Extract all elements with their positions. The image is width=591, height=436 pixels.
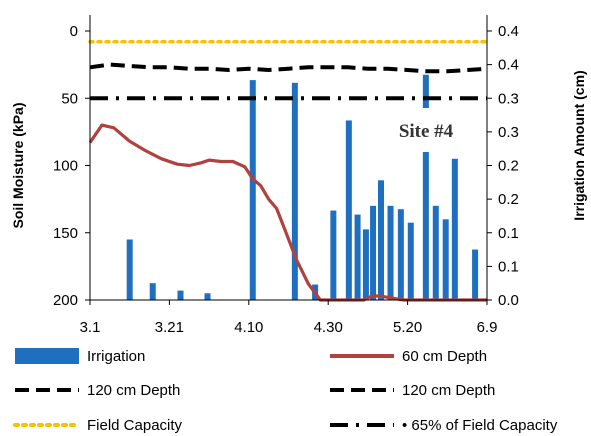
legend-entry: Field Capacity (13, 417, 183, 434)
irrigation-bar (451, 158, 458, 300)
irrigation-bar (330, 210, 337, 300)
x-tick-label: 3.21 (155, 319, 184, 336)
right-tick-label: 0.0 (498, 292, 519, 309)
x-tick-label: 3.1 (80, 319, 101, 336)
irrigation-bar (177, 290, 184, 300)
irrigation-bar (407, 222, 414, 300)
irrigation-bar (362, 229, 369, 300)
irrigation-bar (345, 120, 352, 300)
legend-label: 60 cm Depth (402, 348, 487, 365)
irrigation-bar (149, 283, 156, 300)
site-label: Site #4 (399, 121, 454, 142)
right-tick-label: 0.4 (498, 23, 519, 40)
axes: 0 50 100 150 200 0.0 0.1 0.1 0.2 0.2 0.3 0.3 0.4 0.4 3… (10, 15, 587, 336)
irrigation-bar (291, 82, 298, 300)
left-tick-label: 200 (53, 292, 78, 309)
irrigation-bar (378, 180, 385, 300)
left-axis-title: Soil Moisture (kPa) (10, 102, 26, 228)
legend-label: 120 cm Depth (87, 382, 180, 399)
right-tick-label: 0.3 (498, 124, 519, 141)
right-tick-label: 0.4 (498, 57, 519, 74)
legend-label: Field Capacity (87, 417, 183, 434)
x-tick-label: 5.20 (393, 319, 422, 336)
x-tick-label: 4.10 (234, 319, 263, 336)
left-tick-label: 50 (61, 90, 78, 107)
right-tick-label: 0.2 (498, 158, 519, 175)
irrigation-bar (370, 205, 377, 300)
series-line-1 (89, 62, 488, 74)
legend-swatch-bar (15, 348, 79, 364)
right-tick-label: 0.1 (498, 258, 519, 275)
irrigation-bar (432, 205, 439, 300)
legend-entry: 120 cm Depth (15, 382, 180, 399)
irrigation-bar (422, 74, 429, 301)
legend-entry: 120 cm Depth (330, 382, 495, 399)
irrigation-bar (397, 209, 404, 300)
legend-label: Irrigation (87, 348, 145, 365)
left-tick-label: 150 (53, 225, 78, 242)
x-tick-label: 4.30 (314, 319, 343, 336)
irrigation-bar (354, 214, 361, 300)
irrigation-bar (204, 293, 211, 300)
right-tick-label: 0.2 (498, 191, 519, 208)
legend-entry: • 65% of Field Capacity (330, 417, 558, 434)
irrigation-bar (442, 219, 449, 300)
irrigation-bar (472, 249, 479, 300)
irrigation-bar (249, 80, 256, 300)
site-label-box (367, 108, 485, 152)
legend-label: 120 cm Depth (402, 382, 495, 399)
x-tick-label: 6.9 (477, 319, 498, 336)
legend-entry: Irrigation (15, 348, 145, 365)
left-tick-label: 100 (53, 158, 78, 175)
left-tick-label: 0 (70, 23, 78, 40)
irrigation-bar (387, 205, 394, 300)
irrigation-bar (126, 239, 133, 300)
right-tick-label: 0.3 (498, 90, 519, 107)
legend: Irrigation 60 cm Depth 120 cm Depth 120 cm … (13, 348, 558, 434)
right-tick-label: 0.1 (498, 225, 519, 242)
plot-area: Site #4 (88, 40, 489, 302)
right-axis-title: Irrigation Amount (cm) (571, 70, 587, 220)
legend-label: • 65% of Field Capacity (402, 417, 558, 434)
legend-entry: 60 cm Depth (330, 348, 487, 365)
